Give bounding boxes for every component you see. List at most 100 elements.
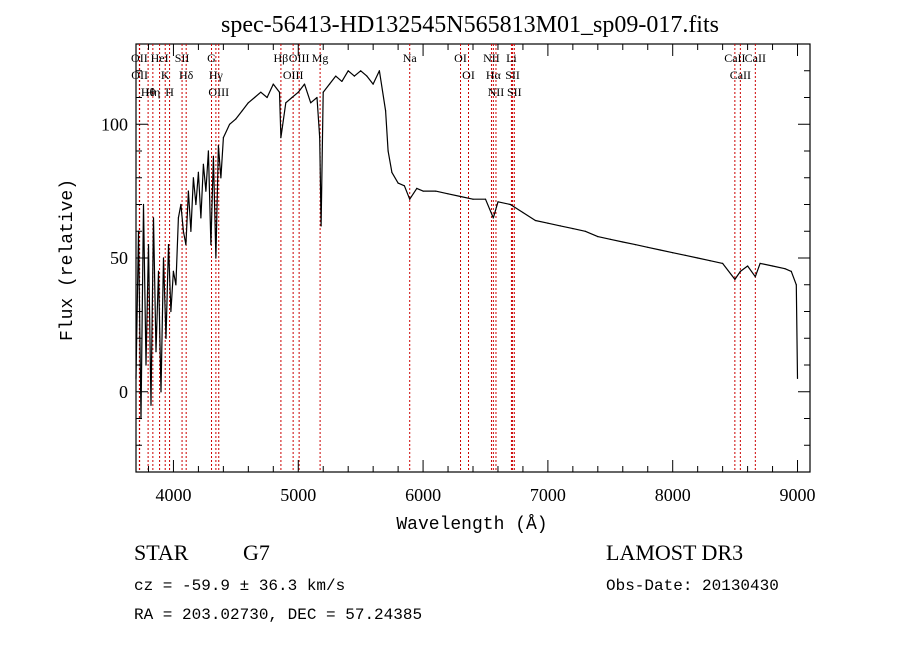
x-tick-label: 5000	[280, 485, 316, 505]
spectrum-point	[322, 91, 324, 93]
spectrum-point	[547, 222, 549, 224]
spectrum-point	[197, 171, 199, 173]
spectrum-point	[254, 96, 256, 99]
y-tick-label: 0	[119, 382, 128, 402]
spectrum-point	[180, 203, 182, 206]
spectrum-point	[722, 262, 724, 264]
spectrum-point	[672, 252, 674, 254]
spectrum-point	[150, 404, 152, 406]
spectral-line-label: OIII	[208, 85, 229, 99]
object-subclass: G7	[243, 540, 270, 565]
spectrum-point	[795, 284, 797, 286]
spectrum-point	[162, 257, 165, 259]
spectrum-point	[145, 364, 147, 366]
spectrum-point	[647, 246, 649, 248]
spectrum-point	[212, 155, 214, 157]
spectrum-point	[217, 145, 219, 147]
spectrum-point	[280, 137, 282, 139]
spectrum-point	[435, 190, 437, 192]
spectrum-point	[522, 211, 524, 214]
spectrum-point	[175, 284, 177, 286]
spectrum-point	[347, 70, 349, 72]
spectral-line-label: NII	[483, 51, 500, 65]
spectrum-point	[319, 137, 321, 139]
spectrum-point	[272, 83, 274, 85]
spectral-line-label: OIII	[289, 51, 310, 65]
spectrum-point	[397, 182, 399, 184]
spectrum-point	[484, 198, 487, 200]
spectral-line-label: OII	[131, 51, 148, 65]
x-tick-label: 6000	[405, 485, 441, 505]
spectrum-point	[155, 351, 157, 353]
coordinates: RA = 203.02730, DEC = 57.24385	[134, 606, 422, 624]
x-tick-label: 4000	[155, 485, 191, 505]
spectral-line-label: SII	[507, 85, 522, 99]
spectrum-point	[684, 254, 686, 256]
spectrum-point	[584, 230, 586, 232]
spectral-line-label: OI	[462, 68, 475, 82]
x-tick-label: 7000	[530, 485, 566, 505]
spectrum-point	[165, 337, 167, 339]
spectrum-point	[247, 102, 249, 104]
spectral-line-label: CaII	[745, 51, 766, 65]
spectral-line-label: SII	[505, 68, 520, 82]
spectrum-point	[659, 249, 661, 251]
spectrum-point	[266, 96, 268, 99]
spectrum-point	[210, 244, 212, 246]
spectral-line-label: K	[161, 68, 170, 82]
spectral-line-label: OIII	[283, 68, 304, 82]
spectrum-point	[492, 217, 494, 219]
spectral-line-label: Hγ	[209, 68, 224, 82]
spectrum-point	[734, 278, 736, 280]
spectrum-point	[353, 75, 355, 77]
spectral-line-label: H	[165, 85, 174, 99]
spectrum-point	[360, 70, 362, 72]
spectrum-point	[609, 238, 611, 240]
spectrum-point	[142, 203, 145, 206]
spectrum-point	[285, 102, 287, 104]
spectral-line-label: CaII	[730, 68, 751, 82]
spectrum-point	[559, 225, 562, 227]
spectrum-point	[200, 217, 202, 219]
spectrum-point	[796, 377, 799, 379]
spectrum-point	[235, 118, 237, 120]
spectral-line-label: OI	[454, 51, 467, 65]
spectrum-point	[709, 260, 711, 262]
spectrum-point	[229, 123, 231, 125]
spectrum-point	[260, 91, 262, 93]
spectral-line-label: CaII	[724, 51, 745, 65]
spectral-line-label: G	[207, 51, 216, 65]
spectrum-point	[378, 70, 380, 72]
spectrum-point	[222, 137, 224, 139]
spectrum-point	[291, 96, 293, 99]
survey-name: LAMOST DR3	[606, 540, 743, 565]
spectrum-point	[572, 228, 574, 230]
spectral-line-label: Hη	[145, 85, 160, 99]
spectrum-point	[622, 241, 624, 243]
spectrum-point	[784, 268, 786, 270]
spectrum-point	[320, 225, 322, 227]
spectral-line-label: SII	[175, 51, 190, 65]
spectrum-point	[303, 83, 306, 85]
spectral-line-label: Hα	[486, 68, 502, 82]
spectrum-point	[409, 198, 411, 200]
spectral-line-label: Li	[506, 51, 517, 65]
spectrum-point	[182, 230, 184, 232]
spectrum-point	[207, 150, 209, 152]
spectrum-point	[747, 265, 749, 267]
spectrum-point	[170, 310, 172, 313]
plot-frame	[135, 43, 811, 473]
spectrum-point	[387, 150, 389, 152]
spectrum-point	[422, 190, 424, 192]
y-axis-ticks: 0 50 100	[101, 70, 810, 446]
spectral-line-label: Na	[403, 51, 418, 65]
spectrum-point	[147, 244, 150, 246]
spectrum-point	[739, 270, 742, 272]
spectrum-point	[509, 203, 511, 206]
spectrum-point	[790, 270, 792, 272]
spectrum-point	[192, 177, 194, 179]
y-axis-label: Flux (relative)	[58, 179, 78, 341]
spectrum-series	[135, 70, 799, 420]
spectrum-point	[634, 244, 636, 246]
